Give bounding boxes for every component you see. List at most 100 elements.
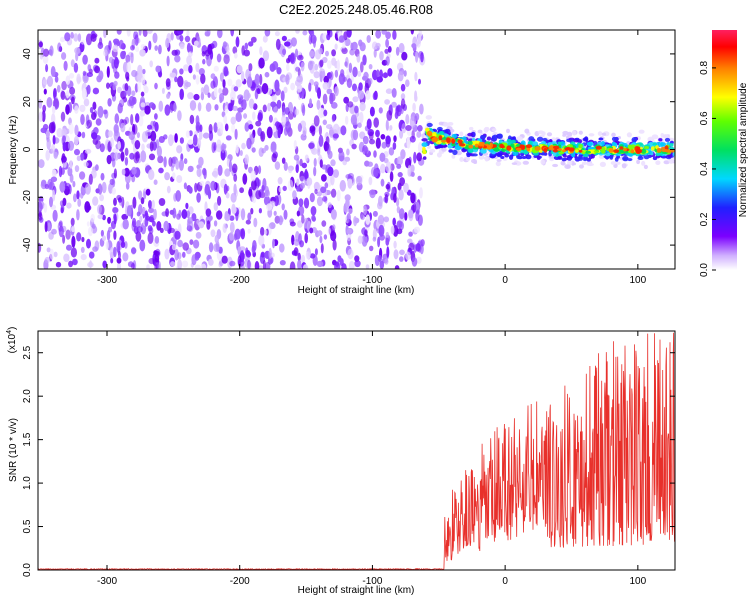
y-tick-label: 2.0	[22, 389, 33, 403]
noise-cell	[189, 239, 194, 246]
noise-cell	[293, 247, 299, 257]
noise-cell	[345, 115, 349, 125]
signal-cell	[548, 145, 555, 151]
noise-cell	[50, 66, 56, 77]
noise-cell	[347, 248, 354, 260]
noise-cell	[81, 131, 86, 139]
signal-cell	[572, 162, 577, 166]
noise-cell	[250, 207, 254, 215]
noise-cell	[182, 251, 186, 258]
noise-cell	[330, 159, 336, 167]
signal-cell	[601, 132, 607, 136]
noise-cell	[318, 47, 323, 55]
noise-cell	[398, 189, 404, 201]
signal-cell	[553, 145, 560, 150]
noise-cell	[114, 124, 119, 137]
noise-cell	[375, 30, 382, 39]
noise-cell	[309, 125, 316, 132]
noise-cell	[97, 204, 102, 215]
noise-cell	[169, 72, 177, 78]
noise-cell	[229, 260, 236, 267]
noise-cell	[327, 202, 332, 209]
signal-cell	[489, 142, 494, 148]
noise-cell	[98, 70, 104, 81]
noise-cell	[241, 99, 247, 110]
signal-cell	[426, 122, 433, 128]
noise-cell	[409, 116, 417, 128]
noise-cell	[86, 84, 91, 95]
noise-cell	[173, 102, 177, 112]
noise-cell	[222, 87, 229, 96]
noise-cell	[326, 124, 333, 130]
noise-cell	[388, 147, 395, 156]
noise-cell	[80, 246, 85, 253]
noise-cell	[349, 48, 356, 56]
noise-cell	[289, 221, 296, 227]
noise-cell	[287, 179, 294, 192]
noise-cell	[348, 208, 353, 214]
noise-cell	[136, 220, 141, 228]
signal-cell	[528, 136, 535, 142]
noise-cell	[338, 35, 345, 43]
noise-cell	[181, 260, 189, 268]
noise-cell	[95, 118, 102, 126]
noise-cell	[411, 171, 415, 177]
noise-cell	[79, 192, 84, 199]
signal-cell	[669, 143, 674, 147]
noise-cell	[140, 96, 145, 104]
noise-cell	[125, 182, 130, 190]
noise-cell	[103, 109, 108, 115]
noise-cell	[177, 110, 182, 121]
noise-cell	[225, 46, 230, 53]
noise-cell	[405, 125, 412, 131]
noise-cell	[80, 254, 87, 261]
signal-cell	[486, 136, 492, 141]
noise-cell	[248, 41, 254, 47]
noise-cell	[334, 86, 339, 97]
signal-cell	[611, 136, 617, 142]
noise-cell	[317, 148, 321, 156]
noise-cell	[135, 231, 142, 242]
signal-cell	[627, 153, 634, 157]
noise-cell	[210, 229, 216, 238]
noise-cell	[126, 205, 132, 217]
noise-cell	[220, 149, 226, 161]
noise-cell	[140, 150, 147, 163]
x-tick-label: -300	[97, 576, 117, 587]
noise-cell	[102, 235, 106, 241]
noise-cell	[297, 252, 301, 262]
noise-cell	[223, 115, 228, 124]
noise-cell	[166, 55, 170, 67]
noise-cell	[309, 98, 312, 108]
noise-cell	[38, 111, 43, 123]
noise-cell	[186, 210, 191, 219]
noise-cell	[196, 192, 201, 203]
noise-cell	[158, 198, 166, 206]
noise-cell	[404, 212, 408, 221]
noise-cell	[168, 134, 174, 147]
noise-cell	[83, 161, 89, 167]
noise-cell	[140, 91, 145, 97]
noise-cell	[199, 124, 203, 133]
signal-cell	[578, 155, 584, 161]
noise-cell	[97, 214, 103, 220]
noise-cell	[97, 183, 103, 195]
noise-cell	[187, 139, 194, 145]
noise-cell	[158, 44, 162, 55]
y-tick-label: 1.0	[22, 476, 33, 490]
noise-cell	[299, 182, 305, 189]
x-tick-label: -200	[230, 576, 250, 587]
signal-cell	[615, 161, 621, 165]
noise-cell	[227, 102, 234, 111]
noise-cell	[365, 90, 371, 101]
noise-cell	[221, 142, 225, 154]
noise-cell	[298, 205, 305, 216]
noise-cell	[218, 87, 223, 94]
noise-cell	[223, 54, 230, 65]
signal-cell	[468, 144, 474, 149]
noise-cell	[58, 220, 63, 227]
noise-cell	[187, 92, 194, 100]
noise-cell	[202, 58, 206, 65]
noise-cell	[294, 48, 299, 58]
noise-cell	[112, 206, 118, 214]
